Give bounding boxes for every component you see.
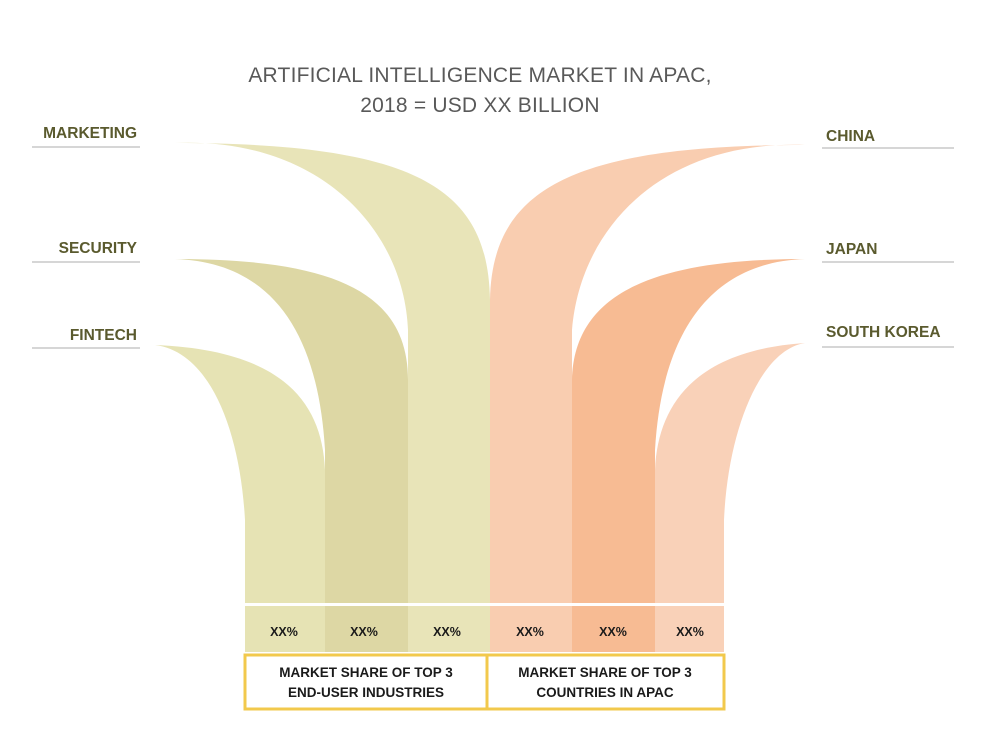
chart-title: ARTIFICIAL INTELLIGENCE MARKET IN APAC, … [248,64,711,117]
label-marketing: MARKETING [43,125,137,142]
stream-separator [245,603,724,606]
stream-china [490,144,805,652]
caption-countries-line-2: COUNTRIES IN APAC [536,685,674,700]
streams-layer [155,142,805,652]
stream-japan [572,259,805,652]
label-south-korea: SOUTH KOREA [826,324,941,341]
label-fintech: FINTECH [70,327,137,344]
caption-countries-line-1: MARKET SHARE OF TOP 3 [518,665,692,680]
caption-industries-line-2: END-USER INDUSTRIES [288,685,444,700]
chart-title-line-2: 2018 = USD XX BILLION [360,94,599,117]
stream-south-korea [655,343,805,652]
caption-boxes: MARKET SHARE OF TOP 3 END-USER INDUSTRIE… [243,653,726,711]
stream-marketing [175,142,490,652]
pct-marketing: XX% [433,625,461,639]
caption-box-industries [243,653,489,711]
label-security: SECURITY [59,240,138,257]
pct-china: XX% [516,625,544,639]
caption-box-countries [485,653,726,711]
pct-south-korea: XX% [676,625,704,639]
caption-industries-line-1: MARKET SHARE OF TOP 3 [279,665,453,680]
percentage-labels: XX% XX% XX% XX% XX% XX% [270,625,704,639]
pct-security: XX% [350,625,378,639]
category-labels: MARKETING SECURITY FINTECH CHINA JAPAN S… [32,125,954,349]
label-china: CHINA [826,128,875,145]
chart-title-line-1: ARTIFICIAL INTELLIGENCE MARKET IN APAC, [248,64,711,87]
stream-fintech [155,345,325,652]
label-japan: JAPAN [826,241,877,258]
pct-fintech: XX% [270,625,298,639]
pct-japan: XX% [599,625,627,639]
stream-security [175,259,408,652]
